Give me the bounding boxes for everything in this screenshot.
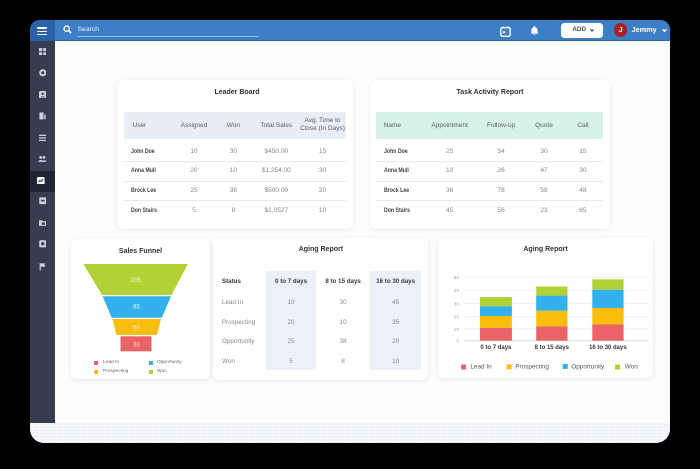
svg-text:0 to 7 days: 0 to 7 days <box>480 344 512 350</box>
svg-text:Won: Won <box>624 363 637 370</box>
svg-text:0: 0 <box>456 338 459 344</box>
svg-text:85: 85 <box>133 304 140 310</box>
svg-text:50: 50 <box>133 325 140 331</box>
svg-text:8 to 15 days: 8 to 15 days <box>534 344 569 350</box>
svg-text:40: 40 <box>453 288 459 294</box>
svg-text:30: 30 <box>453 301 459 307</box>
svg-text:30: 30 <box>133 342 140 348</box>
svg-text:Opportunity: Opportunity <box>571 363 605 370</box>
svg-text:105: 105 <box>131 278 142 284</box>
svg-text:50: 50 <box>453 275 459 281</box>
svg-text:16 to 30 days: 16 to 30 days <box>589 344 627 350</box>
svg-text:Prospecting: Prospecting <box>515 363 549 370</box>
svg-text:Lead In: Lead In <box>470 363 492 370</box>
svg-text:20: 20 <box>453 314 459 320</box>
svg-text:10: 10 <box>453 326 459 332</box>
